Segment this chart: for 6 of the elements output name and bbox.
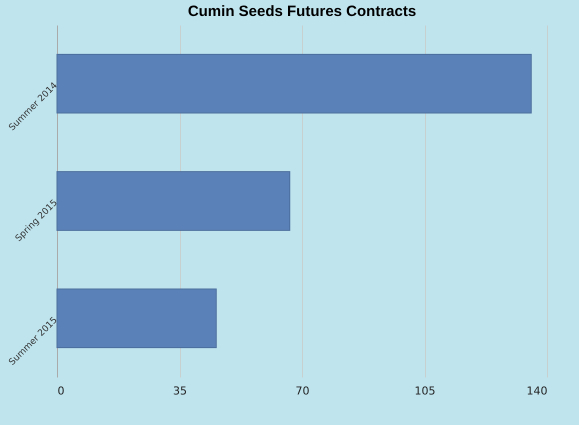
x-tick-label: 70	[296, 384, 310, 398]
chart-title: Cumin Seeds Futures Contracts	[188, 3, 416, 20]
x-tick-label: 35	[173, 384, 187, 398]
x-tick-label: 105	[414, 384, 436, 398]
x-tick-label: 140	[526, 384, 548, 398]
x-tick-label: 0	[58, 384, 64, 398]
